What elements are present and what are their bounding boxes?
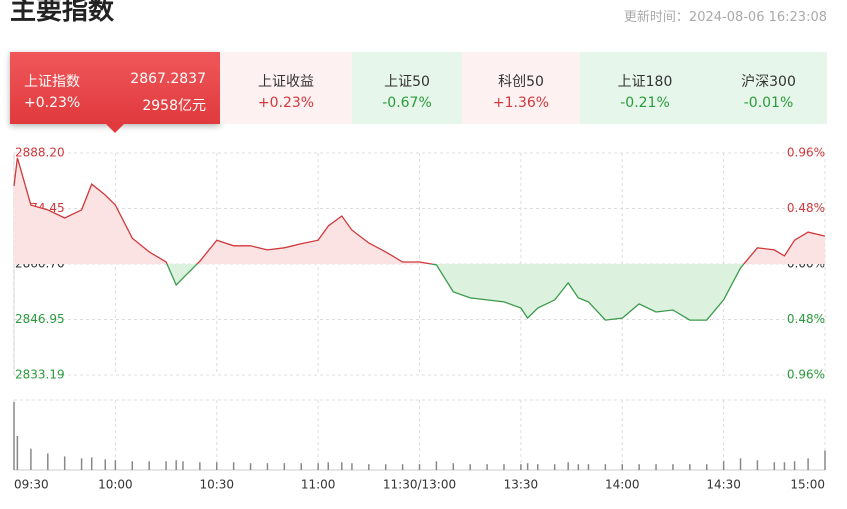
index-tab[interactable]: 科创50 +1.36% [462, 52, 580, 124]
tab-name: 上证50 [384, 74, 430, 90]
x-tick-label: 11:00 [301, 478, 336, 492]
y2-tick-label: 0.48% [787, 201, 825, 215]
tab-name: 上证指数 [24, 74, 80, 90]
index-tabs: 上证指数 +0.23% 2867.2837 2958亿元 上证收益 +0.23% 上证50 -… [10, 52, 827, 133]
x-tick-label: 10:00 [98, 478, 133, 492]
x-tick-label: 14:00 [605, 478, 640, 492]
tab-change: -0.67% [382, 95, 432, 111]
x-tick-label: 10:30 [199, 478, 234, 492]
tab-change: -0.21% [620, 95, 670, 111]
x-tick-label: 13:30 [504, 478, 539, 492]
y-tick-label: 2833.19 [15, 368, 65, 382]
price-area [14, 157, 825, 321]
price-line [13, 157, 826, 321]
index-tab[interactable]: 沪深300 -0.01% [710, 52, 827, 124]
tab-name: 科创50 [498, 74, 544, 90]
x-tick-label: 09:30 [14, 478, 49, 492]
index-tab[interactable]: 上证指数 +0.23% 2867.2837 2958亿元 [10, 52, 220, 133]
tab-change: +0.23% [24, 95, 81, 111]
y2-tick-label: 0.48% [787, 312, 825, 326]
tab-change: -0.01% [743, 95, 794, 111]
y2-tick-label: 0.96% [787, 368, 825, 382]
x-tick-label: 11:30/13:00 [383, 478, 456, 492]
title: 主要指数 [10, 0, 115, 26]
tab-name: 上证180 [617, 74, 673, 90]
tab-change: +1.36% [492, 95, 550, 111]
tab-value: 2867.2837 [130, 71, 206, 87]
index-tab[interactable]: 上证收益 +0.23% [220, 52, 352, 124]
update-time: 更新时间：2024-08-06 16:23:08 [623, 10, 827, 25]
index-tab[interactable]: 上证180 -0.21% [580, 52, 710, 124]
y-tick-label: 2888.20 [15, 146, 65, 160]
index-tab[interactable]: 上证50 -0.67% [352, 52, 462, 124]
tab-name: 沪深300 [741, 74, 796, 90]
y-tick-label: 2846.95 [15, 312, 65, 326]
tab-name: 上证收益 [258, 74, 314, 90]
tab-change: +0.23% [257, 95, 315, 111]
x-tick-label: 14:30 [706, 478, 741, 492]
y2-tick-label: 0.96% [787, 146, 825, 160]
tab-amount: 2958亿元 [142, 98, 206, 114]
x-tick-label: 15:00 [790, 478, 825, 492]
